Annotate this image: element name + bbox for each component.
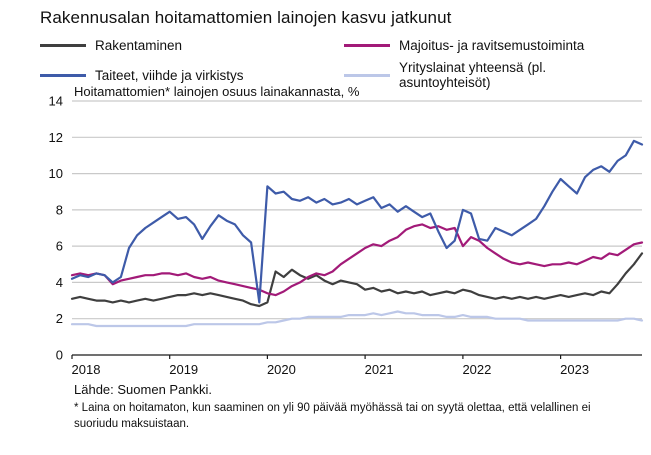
legend-swatch-rakentaminen	[40, 44, 86, 47]
legend-label-taiteet: Taiteet, viihde ja virkistys	[95, 67, 244, 83]
chart-svg: 0 2 4 6 8 10 12 14 2018 2019 2020 2021 2022 2023	[49, 96, 644, 377]
svg-text:2022: 2022	[462, 362, 491, 377]
legend-swatch-yrityslainat	[344, 73, 390, 77]
svg-text:2023: 2023	[560, 362, 589, 377]
legend-item-rakentaminen: Rakentaminen	[40, 38, 340, 53]
legend-swatch-taiteet	[40, 73, 86, 77]
legend-item-majoitus: Majoitus- ja ravitsemustoiminta	[344, 38, 640, 53]
svg-text:0: 0	[56, 348, 63, 363]
svg-text:14: 14	[49, 96, 63, 109]
footnote-text: * Laina on hoitamaton, kun saaminen on y…	[74, 402, 591, 430]
svg-text:12: 12	[49, 130, 63, 145]
svg-text:6: 6	[56, 239, 63, 254]
legend-label-yrityslainat: Yrityslainat yhteensä (pl. asuntoyhteisö…	[399, 60, 547, 90]
legend-swatch-majoitus	[344, 44, 390, 47]
svg-text:8: 8	[56, 202, 63, 217]
legend-item-yrityslainat: Yrityslainat yhteensä (pl. asuntoyhteisö…	[344, 60, 640, 90]
legend-label-majoitus: Majoitus- ja ravitsemustoiminta	[399, 38, 585, 53]
legend: Rakentaminen Majoitus- ja ravitsemustoim…	[40, 38, 640, 90]
svg-text:2020: 2020	[267, 362, 296, 377]
svg-text:2019: 2019	[169, 362, 198, 377]
chart-title: Rakennusalan hoitamattomien lainojen kas…	[40, 8, 452, 27]
svg-text:2018: 2018	[72, 362, 101, 377]
svg-text:2: 2	[56, 311, 63, 326]
svg-text:10: 10	[49, 166, 63, 181]
legend-label-rakentaminen: Rakentaminen	[95, 38, 183, 53]
y-axis-title: Hoitamattomien* lainojen osuus lainakann…	[74, 84, 360, 99]
source-text: Lähde: Suomen Pankki.	[74, 382, 213, 397]
svg-text:4: 4	[56, 275, 63, 290]
svg-text:2021: 2021	[365, 362, 394, 377]
legend-item-taiteet: Taiteet, viihde ja virkistys	[40, 60, 340, 90]
